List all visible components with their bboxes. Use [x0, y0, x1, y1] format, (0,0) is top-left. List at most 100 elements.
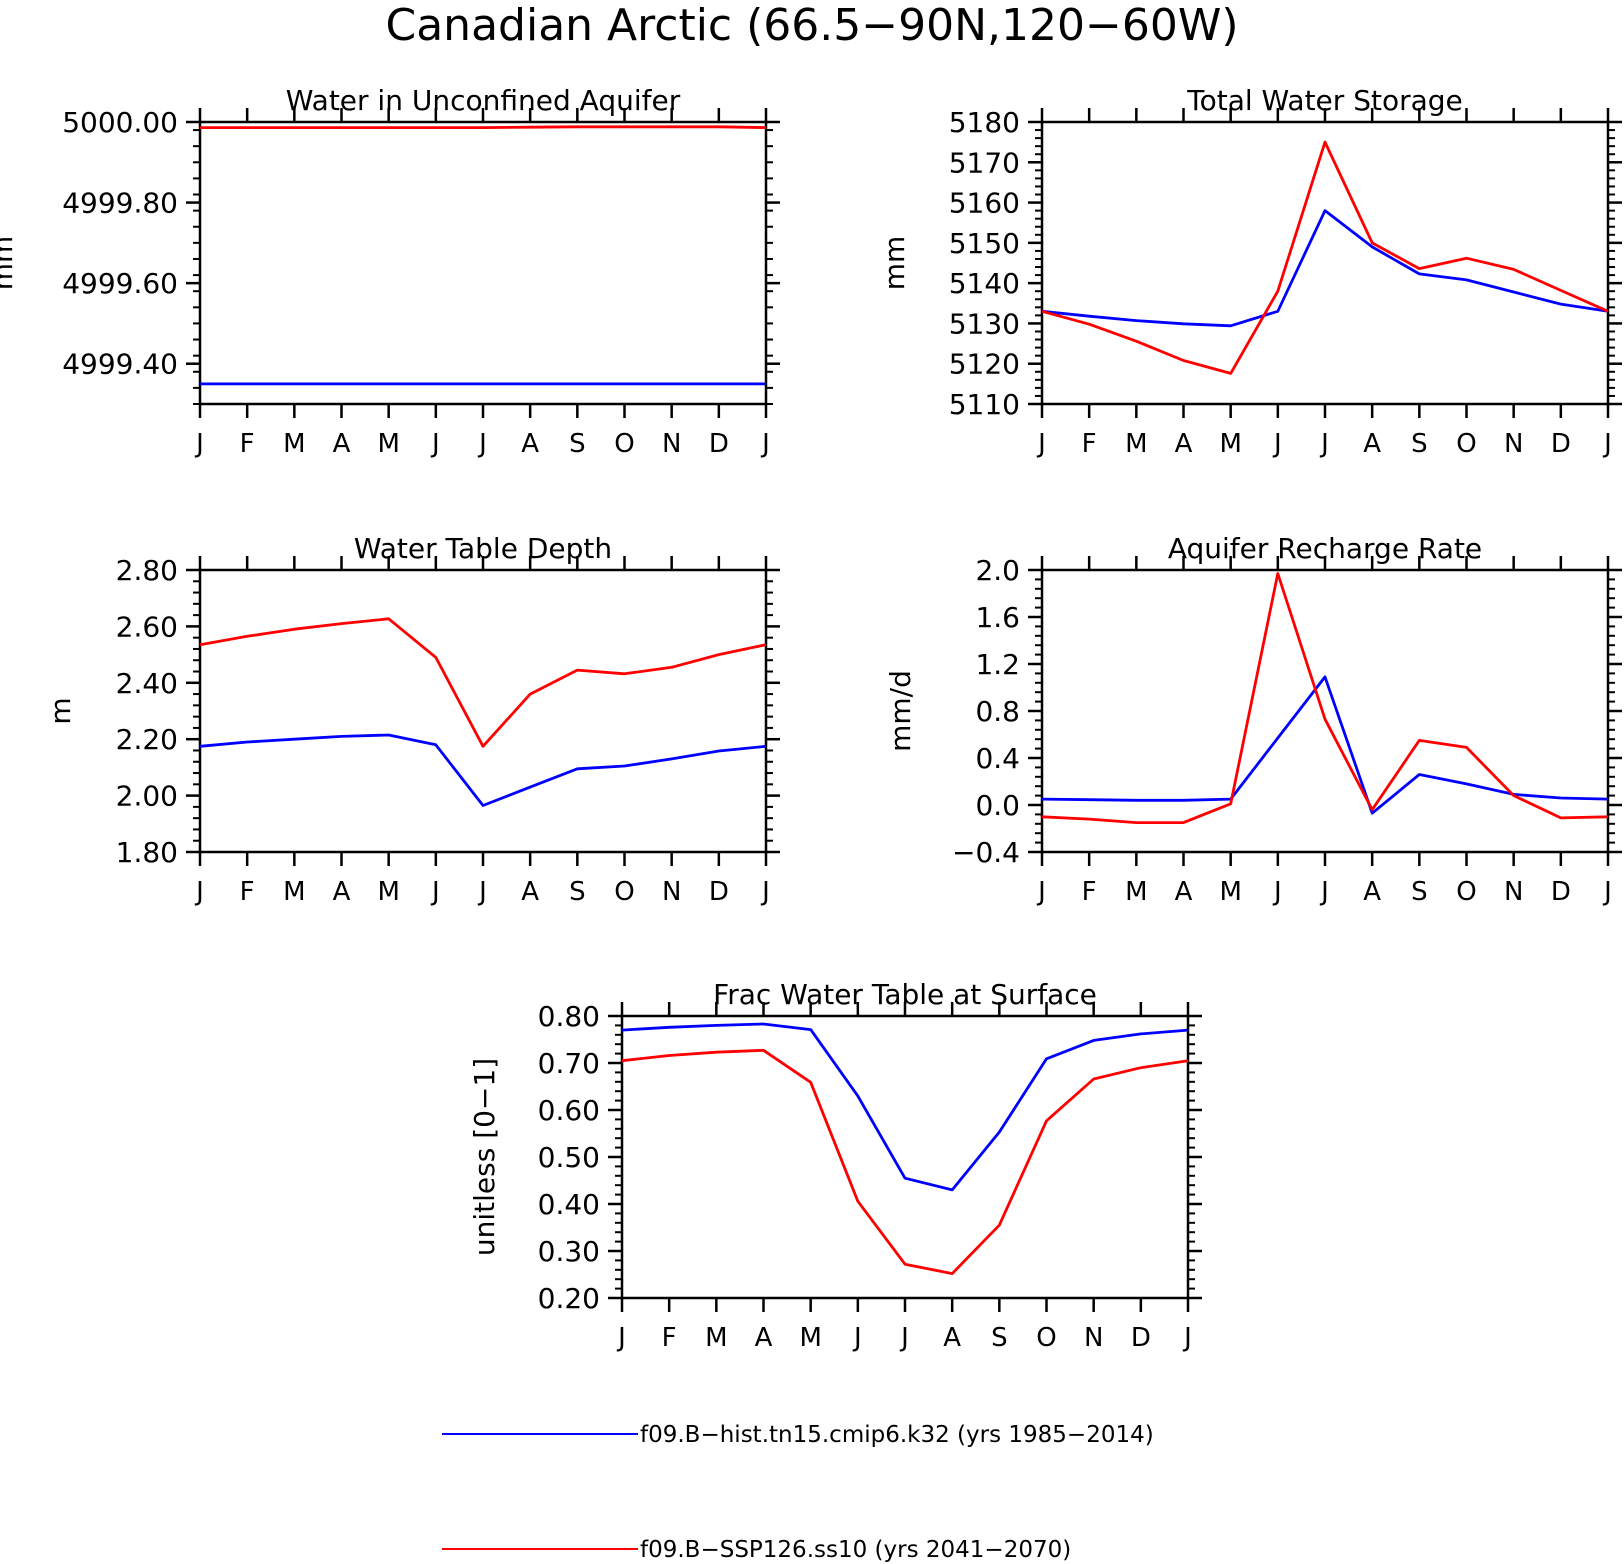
series-line-historical [1041, 675, 1609, 815]
series-line-ssp126 [1041, 140, 1609, 375]
x-tick-label: N [662, 429, 681, 459]
x-tick-label: N [662, 877, 681, 907]
legend: f09.B−hist.tn15.cmip6.k32 (yrs 1985−2014… [442, 1422, 1154, 1563]
x-tick-label: J [1602, 877, 1612, 907]
series-line-historical [199, 733, 767, 807]
plot-frame [620, 1014, 1190, 1300]
y-tick-label: 0.50 [538, 1141, 600, 1174]
y-axis-label: unitless [0−1] [468, 1058, 501, 1256]
y-tick-label: 2.0 [975, 554, 1020, 587]
x-tick-label: S [1411, 877, 1428, 907]
x-tick-label: J [760, 429, 770, 459]
x-tick-label: N [1504, 877, 1523, 907]
x-tick-label: F [1082, 877, 1097, 907]
x-tick-label: M [283, 877, 305, 907]
y-tick-label: 0.80 [538, 1000, 600, 1033]
x-tick-label: J [1319, 429, 1329, 459]
y-tick-label: 5000.00 [62, 106, 178, 139]
x-tick-label: F [240, 429, 255, 459]
x-tick-label: M [1125, 429, 1147, 459]
x-tick-label: D [709, 877, 729, 907]
y-tick-label: 5140 [949, 267, 1020, 300]
y-tick-label: 0.8 [975, 695, 1020, 728]
x-tick-label: J [1272, 429, 1282, 459]
y-tick-label: 0.60 [538, 1094, 600, 1127]
figure-title: Canadian Arctic (66.5−90N,120−60W) [386, 0, 1239, 51]
x-tick-label: J [1182, 1323, 1192, 1353]
x-tick-label: J [1036, 877, 1046, 907]
y-tick-label: 0.0 [975, 789, 1020, 822]
x-tick-label: M [705, 1323, 727, 1353]
y-tick-label: 4999.80 [62, 187, 178, 220]
y-tick-label: 4999.60 [62, 267, 178, 300]
x-tick-label: J [1036, 429, 1046, 459]
x-tick-label: A [521, 877, 539, 907]
y-tick-label: 5170 [949, 146, 1020, 179]
y-tick-label: 1.6 [975, 601, 1020, 634]
x-tick-label: N [1084, 1323, 1103, 1353]
x-tick-label: J [1319, 877, 1329, 907]
x-tick-label: F [240, 877, 255, 907]
x-tick-label: F [1082, 429, 1097, 459]
y-tick-label: −0.4 [952, 836, 1020, 869]
y-tick-label: 5150 [949, 227, 1020, 260]
series-line-ssp126 [200, 125, 767, 129]
x-tick-label: J [430, 429, 440, 459]
plot-frame [198, 568, 768, 854]
y-tick-label: 5130 [949, 307, 1020, 340]
x-tick-label: M [377, 877, 399, 907]
x-tick-label: J [899, 1323, 909, 1353]
x-tick-label: O [1036, 1323, 1056, 1353]
x-tick-label: D [1551, 877, 1571, 907]
x-tick-label: M [799, 1323, 821, 1353]
x-tick-label: A [1363, 877, 1381, 907]
y-tick-label: 1.80 [116, 836, 178, 869]
x-tick-label: D [1551, 429, 1571, 459]
plot-frame [1040, 120, 1610, 406]
x-tick-label: S [569, 429, 586, 459]
x-tick-label: M [1219, 877, 1241, 907]
x-tick-label: O [614, 429, 634, 459]
x-tick-label: F [662, 1323, 677, 1353]
x-tick-label: A [521, 429, 539, 459]
y-axis-label: mm [0, 236, 19, 291]
series-line-ssp126 [621, 1048, 1189, 1275]
x-tick-label: J [616, 1323, 626, 1353]
x-tick-label: S [1411, 429, 1428, 459]
y-tick-label: 2.80 [116, 554, 178, 587]
x-tick-label: A [1363, 429, 1381, 459]
x-tick-label: A [333, 429, 351, 459]
series-line-ssp126 [199, 617, 767, 748]
x-tick-label: M [377, 429, 399, 459]
legend-label-historical: f09.B−hist.tn15.cmip6.k32 (yrs 1985−2014… [640, 1422, 1154, 1448]
x-tick-label: J [430, 877, 440, 907]
x-tick-label: O [1456, 429, 1476, 459]
y-tick-label: 4999.40 [62, 348, 178, 381]
x-tick-label: A [943, 1323, 961, 1353]
x-tick-label: A [755, 1323, 773, 1353]
x-tick-label: S [991, 1323, 1008, 1353]
x-tick-label: J [852, 1323, 862, 1353]
y-tick-label: 0.70 [538, 1047, 600, 1080]
y-tick-label: 2.60 [116, 610, 178, 643]
x-tick-label: J [760, 877, 770, 907]
x-tick-label: J [477, 877, 487, 907]
x-tick-label: M [283, 429, 305, 459]
x-tick-label: J [1602, 429, 1612, 459]
x-tick-label: A [333, 877, 351, 907]
y-tick-label: 5110 [949, 388, 1020, 421]
y-axis-label: mm [878, 236, 911, 291]
y-tick-label: 0.40 [538, 1188, 600, 1221]
y-tick-label: 2.00 [116, 780, 178, 813]
plot-frame [198, 120, 768, 406]
x-tick-label: A [1175, 429, 1193, 459]
y-tick-label: 5160 [949, 187, 1020, 220]
y-tick-label: 0.20 [538, 1282, 600, 1315]
y-tick-label: 1.2 [975, 648, 1020, 681]
x-tick-label: O [1456, 877, 1476, 907]
